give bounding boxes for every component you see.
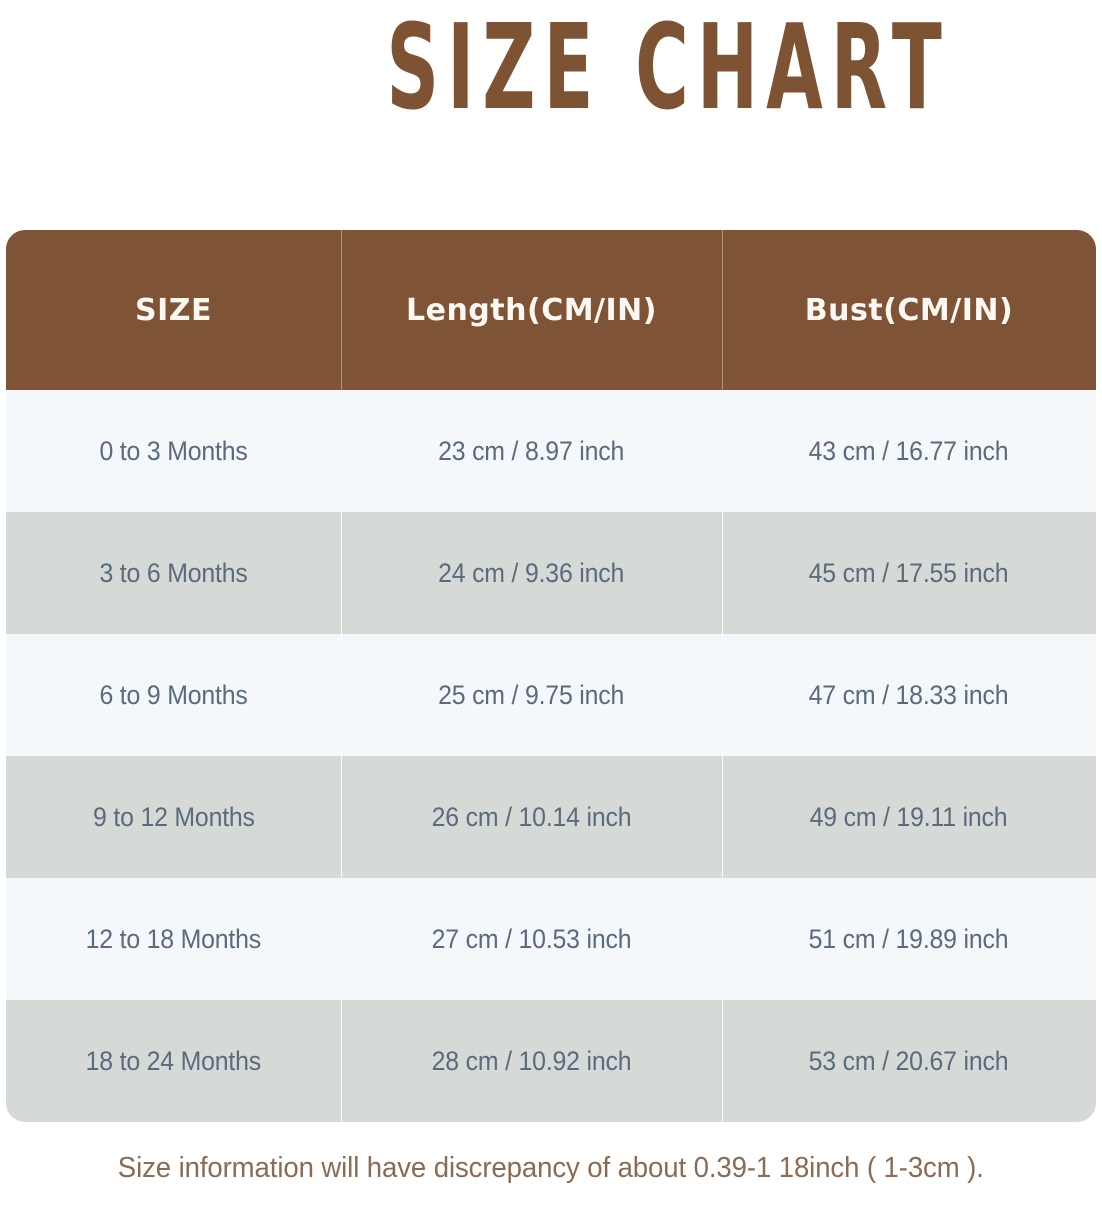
cell-size: 18 to 24 Months xyxy=(6,1000,341,1122)
cell-length-text: 28 cm / 10.92 inch xyxy=(431,1045,632,1076)
cell-bust: 51 cm / 19.89 inch xyxy=(722,878,1096,1000)
cell-length-text: 23 cm / 8.97 inch xyxy=(438,435,625,466)
cell-bust: 45 cm / 17.55 inch xyxy=(722,512,1096,634)
cell-size: 9 to 12 Months xyxy=(6,756,341,878)
cell-bust: 53 cm / 20.67 inch xyxy=(722,1000,1096,1122)
cell-length: 27 cm / 10.53 inch xyxy=(341,878,722,1000)
cell-size: 3 to 6 Months xyxy=(6,512,341,634)
table-row: 6 to 9 Months 25 cm / 9.75 inch 47 cm / … xyxy=(6,634,1096,756)
title-bar: SIZE CHART xyxy=(0,0,1102,150)
column-header-bust: Bust(CM/IN) xyxy=(722,230,1096,390)
cell-bust-text: 53 cm / 20.67 inch xyxy=(809,1045,1009,1076)
cell-size-text: 3 to 6 Months xyxy=(99,557,248,588)
size-chart-table: SIZE Length(CM/IN) Bust(CM/IN) 0 to 3 Mo… xyxy=(6,230,1096,1122)
cell-size: 6 to 9 Months xyxy=(6,634,341,756)
cell-size-text: 12 to 18 Months xyxy=(85,923,262,954)
cell-bust: 47 cm / 18.33 inch xyxy=(722,634,1096,756)
size-discrepancy-note: Size information will have discrepancy o… xyxy=(0,1152,1102,1185)
cell-length-text: 26 cm / 10.14 inch xyxy=(431,801,632,832)
table-row: 3 to 6 Months 24 cm / 9.36 inch 45 cm / … xyxy=(6,512,1096,634)
cell-bust-text: 47 cm / 18.33 inch xyxy=(809,679,1009,710)
table-row: 12 to 18 Months 27 cm / 10.53 inch 51 cm… xyxy=(6,878,1096,1000)
cell-length: 26 cm / 10.14 inch xyxy=(341,756,722,878)
cell-length: 28 cm / 10.92 inch xyxy=(341,1000,722,1122)
column-header-size: SIZE xyxy=(134,292,212,328)
cell-size-text: 9 to 12 Months xyxy=(92,801,255,832)
cell-bust-text: 51 cm / 19.89 inch xyxy=(809,923,1009,954)
cell-bust: 43 cm / 16.77 inch xyxy=(722,390,1096,512)
cell-length: 23 cm / 8.97 inch xyxy=(341,390,722,512)
cell-size-text: 0 to 3 Months xyxy=(99,435,248,466)
table-header-row: SIZE Length(CM/IN) Bust(CM/IN) xyxy=(6,230,1096,390)
table-row: 9 to 12 Months 26 cm / 10.14 inch 49 cm … xyxy=(6,756,1096,878)
size-discrepancy-note-text: Size information will have discrepancy o… xyxy=(117,1152,985,1184)
cell-length-text: 24 cm / 9.36 inch xyxy=(438,557,625,588)
table-row: 18 to 24 Months 28 cm / 10.92 inch 53 cm… xyxy=(6,1000,1096,1122)
cell-length-text: 25 cm / 9.75 inch xyxy=(438,679,625,710)
page-title: SIZE CHART xyxy=(386,0,950,136)
cell-size-text: 6 to 9 Months xyxy=(99,679,248,710)
cell-bust-text: 45 cm / 17.55 inch xyxy=(809,557,1009,588)
table-row: 0 to 3 Months 23 cm / 8.97 inch 43 cm / … xyxy=(6,390,1096,512)
cell-size: 12 to 18 Months xyxy=(6,878,341,1000)
cell-length: 24 cm / 9.36 inch xyxy=(341,512,722,634)
cell-length: 25 cm / 9.75 inch xyxy=(341,634,722,756)
cell-bust-text: 49 cm / 19.11 inch xyxy=(810,801,1008,832)
column-header-length: Length(CM/IN) xyxy=(341,230,722,390)
cell-size-text: 18 to 24 Months xyxy=(85,1045,262,1076)
cell-bust-text: 43 cm / 16.77 inch xyxy=(809,435,1009,466)
cell-size: 0 to 3 Months xyxy=(6,390,341,512)
cell-length-text: 27 cm / 10.53 inch xyxy=(431,923,632,954)
cell-bust: 49 cm / 19.11 inch xyxy=(722,756,1096,878)
